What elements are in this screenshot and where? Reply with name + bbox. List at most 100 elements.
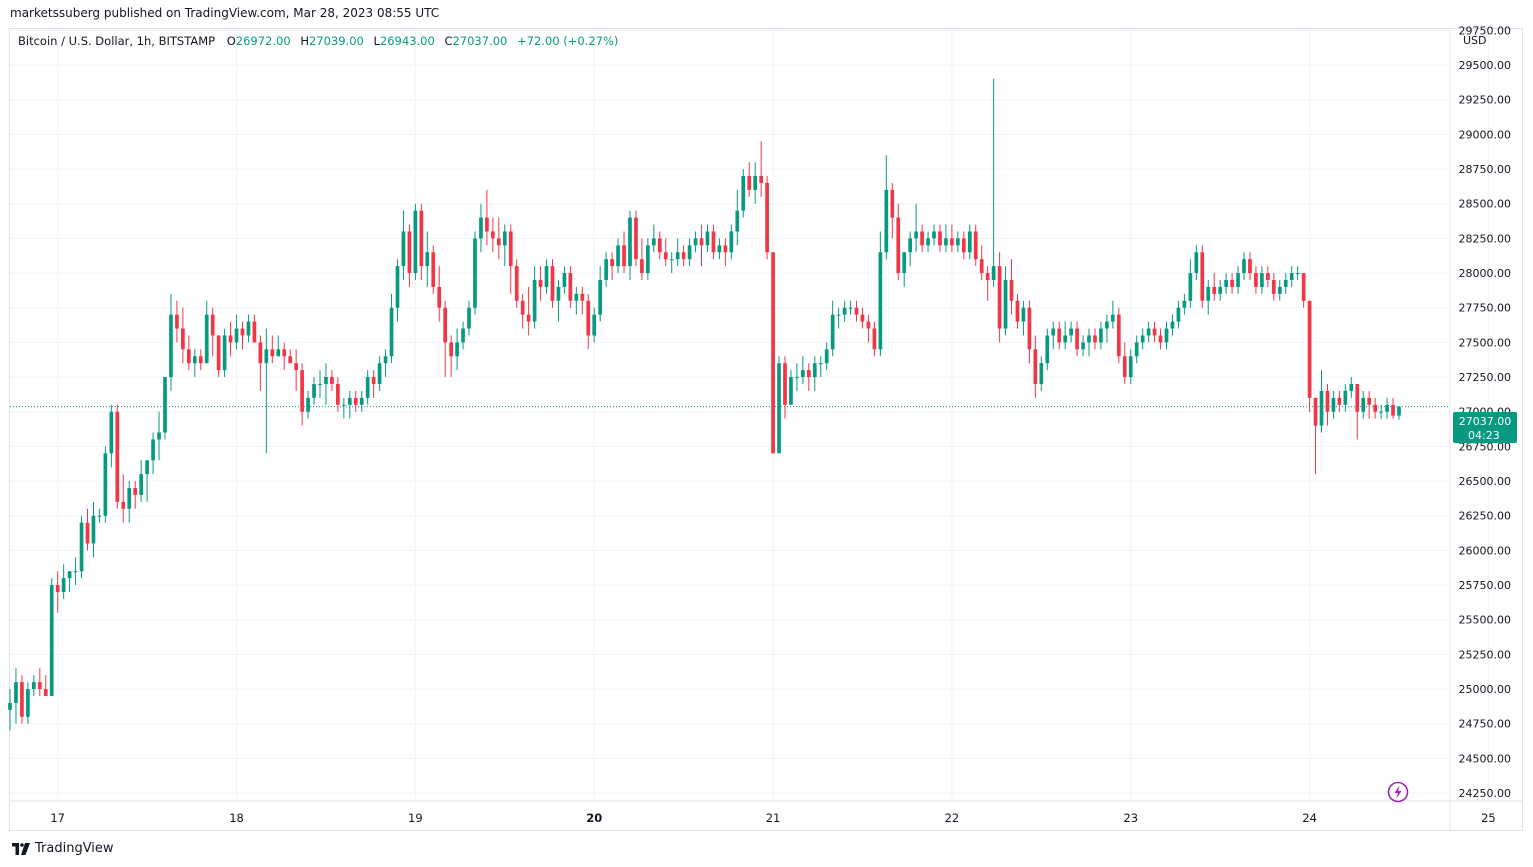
- candle-body: [1254, 273, 1258, 287]
- candle: [1301, 273, 1306, 308]
- candle-body: [496, 238, 501, 246]
- candle: [854, 300, 859, 322]
- candle-body: [258, 342, 263, 364]
- candle-body: [1230, 279, 1234, 287]
- candle: [1033, 335, 1038, 398]
- candle: [926, 231, 930, 253]
- candle: [43, 675, 48, 696]
- candle-body: [967, 231, 972, 253]
- candle: [812, 356, 817, 391]
- candle-body: [753, 175, 758, 190]
- candle: [604, 252, 608, 287]
- candle: [1236, 266, 1240, 294]
- change-value: +72.00 (+0.27%): [517, 34, 619, 48]
- candle-body: [359, 397, 364, 405]
- candle-body: [443, 307, 448, 343]
- candle-body: [228, 335, 233, 343]
- candle-body: [26, 689, 30, 717]
- y-tick-label: 27750.00: [1459, 302, 1512, 315]
- candle: [956, 231, 960, 253]
- candle-body: [1176, 307, 1181, 322]
- candle-body: [604, 259, 608, 280]
- candle: [1134, 335, 1139, 364]
- candle: [961, 231, 966, 260]
- candle-body: [1140, 335, 1145, 343]
- symbol-legend: Bitcoin / U.S. Dollar, 1h, BITSTAMP O269…: [18, 34, 624, 48]
- candle: [717, 238, 722, 260]
- candle-body: [634, 217, 638, 260]
- publisher-line: marketssuberg published on TradingView.c…: [10, 6, 440, 20]
- candle: [902, 252, 907, 287]
- candle: [532, 266, 537, 329]
- tradingview-footer[interactable]: TradingView: [12, 841, 114, 856]
- candle-body: [932, 231, 936, 239]
- candle: [598, 266, 603, 322]
- candle: [634, 210, 638, 267]
- candle-body: [437, 286, 442, 308]
- candle: [8, 689, 12, 731]
- y-tick-label: 24750.00: [1459, 718, 1512, 731]
- candle-body: [341, 404, 346, 406]
- candle: [1391, 397, 1395, 419]
- candle-body: [771, 252, 775, 454]
- candle: [872, 321, 877, 357]
- candle-body: [91, 515, 96, 544]
- candle-body: [735, 210, 740, 232]
- y-tick-label: 29500.00: [1459, 59, 1512, 72]
- candle: [1266, 266, 1270, 287]
- candle-body: [1391, 404, 1395, 416]
- candle-body: [127, 487, 132, 509]
- candle: [538, 266, 543, 301]
- candle: [1027, 300, 1032, 364]
- candle: [359, 390, 364, 412]
- candle-body: [246, 321, 251, 336]
- candle: [640, 238, 644, 280]
- candle-body: [562, 273, 567, 287]
- candle: [920, 224, 924, 253]
- lightning-bolt-icon[interactable]: [1387, 781, 1409, 803]
- candle: [806, 363, 811, 391]
- open-label: O: [226, 34, 236, 48]
- candle: [1337, 390, 1342, 412]
- candle-body: [675, 252, 680, 260]
- candle-body: [1397, 406, 1401, 416]
- candle-body: [741, 175, 746, 211]
- candle-body: [777, 363, 781, 454]
- candle-body: [544, 266, 549, 287]
- candle-body: [353, 397, 358, 405]
- candle-body: [663, 252, 668, 260]
- candle-body: [330, 377, 334, 384]
- currency-unit: USD: [1463, 34, 1487, 47]
- candle: [801, 356, 805, 384]
- candle-body: [1069, 328, 1073, 336]
- candle: [157, 411, 161, 461]
- candle-body: [818, 363, 823, 365]
- close-label: C: [444, 34, 453, 48]
- candle-body: [884, 189, 889, 253]
- candle: [401, 210, 406, 280]
- candle-body: [1313, 397, 1318, 426]
- candle: [49, 578, 54, 696]
- y-tick-label: 29250.00: [1459, 94, 1512, 107]
- candle: [818, 356, 823, 378]
- candle: [133, 481, 138, 509]
- candle-body: [532, 279, 537, 322]
- candle-body: [586, 300, 591, 336]
- candle-body: [550, 266, 555, 301]
- candle-body: [1331, 397, 1336, 412]
- candle-body: [729, 231, 734, 253]
- candle: [1128, 349, 1133, 384]
- candle-body: [979, 259, 984, 274]
- y-tick-label: 27250.00: [1459, 371, 1512, 384]
- candle-body: [860, 314, 865, 322]
- candle-body: [640, 259, 644, 274]
- candle-body: [8, 702, 12, 710]
- candle: [496, 217, 501, 260]
- candle-body: [1224, 279, 1228, 287]
- candle-body: [449, 342, 453, 357]
- candle: [580, 286, 585, 315]
- candle: [1111, 300, 1115, 329]
- x-tick-label: 22: [945, 811, 960, 825]
- candle: [127, 481, 132, 523]
